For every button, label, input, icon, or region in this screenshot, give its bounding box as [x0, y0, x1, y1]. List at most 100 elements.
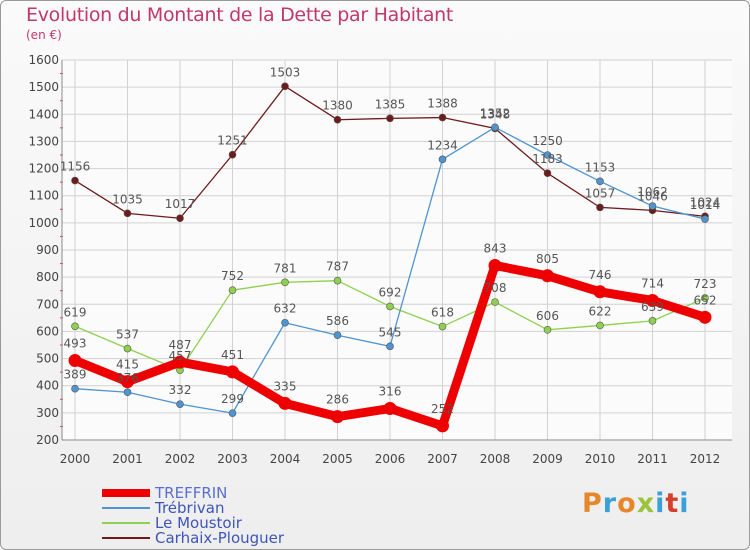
data-label: 1503	[270, 65, 301, 79]
data-point	[228, 286, 237, 294]
y-tick-label: 1500	[28, 80, 59, 94]
data-label: 787	[326, 260, 349, 274]
data-point	[491, 298, 499, 306]
data-point	[596, 177, 604, 186]
x-tick-label: 2003	[217, 452, 248, 466]
data-point	[121, 375, 134, 389]
data-point	[281, 318, 289, 327]
logo-letter: i	[679, 488, 690, 519]
data-point	[281, 278, 289, 287]
y-tick-label: 400	[36, 379, 59, 393]
data-point	[488, 258, 502, 272]
data-label: 1251	[217, 134, 248, 148]
data-label: 1024	[690, 195, 721, 209]
x-tick-label: 2009	[532, 452, 563, 466]
data-label: 1234	[427, 138, 458, 152]
logo-letter: P	[582, 488, 603, 519]
legend-label: TREFFRIN	[155, 484, 228, 502]
data-label: 652	[694, 293, 717, 307]
data-point	[701, 294, 709, 302]
data-label: 619	[64, 305, 87, 319]
data-point	[333, 276, 342, 285]
data-label: 457	[169, 349, 192, 363]
legend-label: Carhaix-Plouguer	[155, 529, 285, 547]
data-label: 606	[536, 309, 559, 323]
data-label: 1250	[532, 134, 563, 148]
x-tick-label: 2007	[427, 452, 458, 466]
data-point	[648, 317, 657, 325]
data-point	[541, 269, 554, 283]
x-tick-label: 2011	[637, 452, 668, 466]
y-tick-label: 900	[36, 243, 59, 257]
data-label: 714	[641, 276, 664, 290]
x-tick-label: 2010	[585, 452, 616, 466]
data-point	[543, 325, 552, 334]
x-tick-label: 2006	[375, 452, 406, 466]
y-tick-label: 300	[36, 406, 59, 420]
data-label: 622	[589, 304, 612, 318]
data-label: 1017	[165, 197, 196, 211]
data-point	[281, 82, 289, 91]
data-point	[71, 176, 79, 185]
data-point	[596, 321, 604, 330]
logo-letter: o	[617, 488, 637, 519]
y-tick-label: 500	[36, 352, 59, 366]
y-tick-label: 200	[36, 433, 59, 447]
data-label: 1014	[690, 198, 721, 212]
x-tick-label: 2002	[165, 452, 196, 466]
data-label: 1348	[480, 107, 511, 121]
data-label: 723	[694, 277, 717, 291]
data-point	[278, 396, 292, 410]
data-point	[491, 123, 499, 132]
data-point	[333, 331, 342, 340]
data-label: 1388	[427, 97, 458, 111]
logo-letter: i	[655, 488, 666, 519]
logo-letter: r	[602, 488, 618, 519]
x-tick-label: 2005	[322, 452, 353, 466]
data-point	[386, 302, 394, 311]
data-point	[436, 419, 449, 433]
data-point	[596, 203, 604, 212]
data-label: 781	[274, 261, 297, 275]
data-point	[646, 293, 659, 307]
legend-label: Le Moustoir	[155, 514, 242, 532]
data-label: 1035	[112, 192, 143, 206]
data-point	[438, 322, 447, 331]
data-point	[331, 410, 344, 424]
data-label: 376	[116, 371, 139, 385]
data-point	[123, 209, 132, 218]
data-point	[228, 409, 237, 417]
logo-letter: x	[636, 488, 656, 519]
data-point	[71, 384, 79, 393]
data-label: 746	[589, 268, 612, 282]
data-label: 493	[64, 336, 87, 350]
data-label: 752	[221, 269, 244, 283]
data-label: 586	[326, 314, 349, 328]
data-label: 692	[379, 285, 402, 299]
data-label: 805	[536, 252, 559, 266]
data-point	[383, 402, 397, 416]
data-label: 618	[431, 306, 454, 320]
data-label: 537	[116, 328, 139, 342]
data-label: 639	[641, 300, 664, 314]
data-label: 545	[379, 325, 402, 339]
data-point	[593, 285, 607, 299]
data-point	[386, 342, 394, 351]
data-point	[123, 344, 132, 353]
data-point	[386, 114, 394, 123]
chart-subtitle: (en €)	[26, 28, 62, 42]
data-label: 708	[484, 281, 507, 295]
data-label: 335	[274, 379, 297, 393]
data-label: 1062	[637, 185, 668, 199]
data-point	[228, 150, 237, 159]
x-tick-label: 2008	[480, 452, 511, 466]
data-label: 1153	[585, 160, 616, 174]
data-point	[226, 365, 239, 379]
y-tick-label: 700	[36, 297, 59, 311]
y-tick-label: 1000	[28, 216, 59, 230]
x-tick-label: 2012	[690, 452, 721, 466]
data-point	[123, 388, 132, 397]
data-label: 252	[431, 402, 454, 416]
chart-title: Evolution du Montant de la Dette par Hab…	[26, 4, 454, 26]
data-label: 415	[116, 358, 139, 372]
